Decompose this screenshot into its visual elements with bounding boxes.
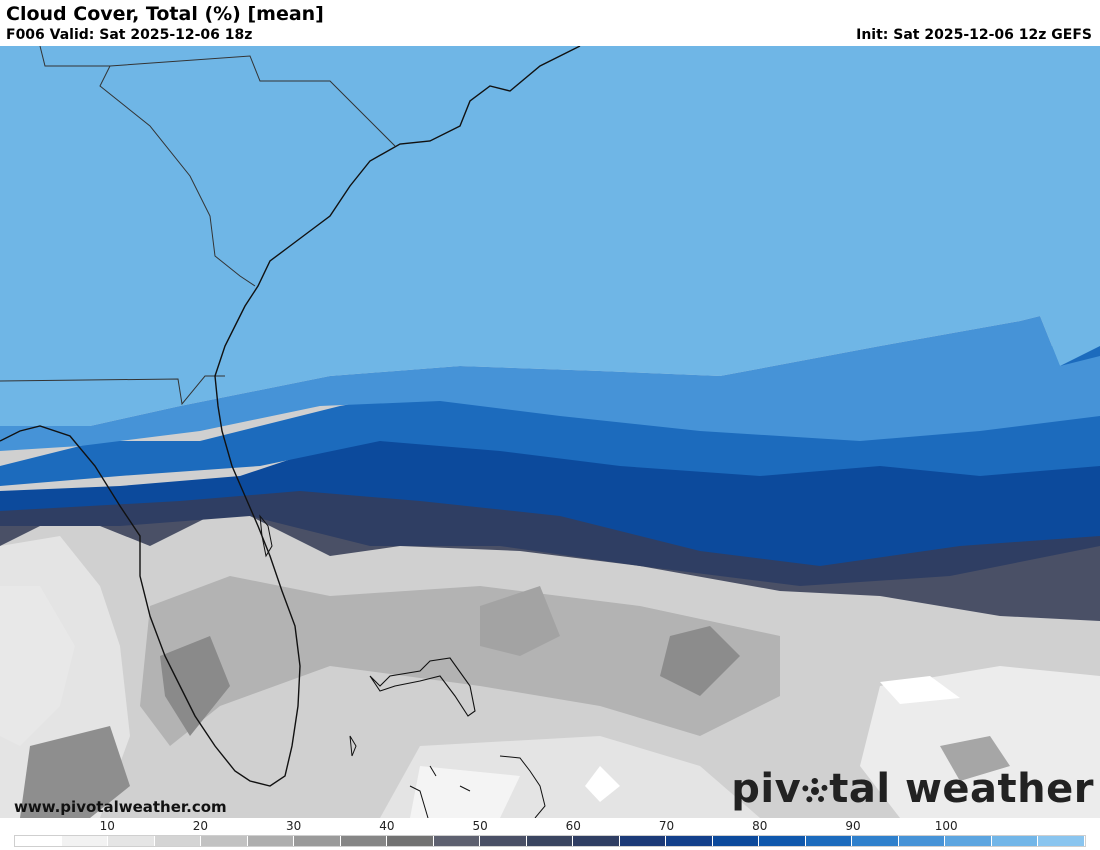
colorbar-swatch bbox=[619, 836, 667, 846]
colorbar-swatch bbox=[480, 836, 527, 846]
colorbar-swatch bbox=[898, 836, 946, 846]
cloud-field-mid-blue-band bbox=[0, 316, 1100, 451]
map-title: Cloud Cover, Total (%) [mean] bbox=[6, 3, 324, 25]
state-border-ga-fl bbox=[0, 375, 225, 406]
colorbar-swatch bbox=[433, 836, 481, 846]
coastline-bahamas-south bbox=[349, 735, 546, 818]
colorbar-tick-label: 30 bbox=[286, 819, 302, 833]
colorbar-tick-label: 90 bbox=[845, 819, 861, 833]
state-border-sc-ga bbox=[39, 46, 256, 287]
coastline-cape-canaveral bbox=[259, 514, 273, 558]
cloud-field-overcast bbox=[0, 46, 1100, 426]
colorbar-swatch bbox=[945, 836, 992, 846]
colorbar-swatch bbox=[201, 836, 248, 846]
colorbar-ticks: 10 20 30 40 50 60 70 80 90 100 bbox=[14, 819, 1086, 835]
colorbar-tick-label: 50 bbox=[472, 819, 488, 833]
colorbar-tick-label: 100 bbox=[934, 819, 958, 833]
colorbar-swatch bbox=[991, 836, 1039, 846]
colorbar-swatch bbox=[666, 836, 713, 846]
colorbar-swatch bbox=[712, 836, 760, 846]
colorbar-tick-label: 40 bbox=[379, 819, 395, 833]
coastline-bahamas-north bbox=[369, 657, 476, 717]
colorbar-swatch bbox=[15, 836, 62, 846]
colorbar-swatch bbox=[154, 836, 202, 846]
cloud-field-clear-south-2 bbox=[410, 766, 520, 818]
gear-icon bbox=[802, 778, 829, 804]
state-border-nc-sc bbox=[109, 55, 396, 147]
cloud-field-patch-3 bbox=[660, 626, 740, 696]
valid-time: F006 Valid: Sat 2025-12-06 18z bbox=[6, 27, 253, 43]
site-url[interactable]: www.pivotalweather.com bbox=[14, 798, 227, 816]
colorbar-tick-label: 80 bbox=[752, 819, 768, 833]
colorbar-swatch bbox=[1038, 836, 1085, 846]
colorbar-swatches bbox=[14, 835, 1086, 847]
colorbar-tick-label: 60 bbox=[565, 819, 581, 833]
colorbar-swatch bbox=[852, 836, 899, 846]
colorbar-tick-label: 20 bbox=[192, 819, 209, 833]
colorbar-swatch bbox=[108, 836, 155, 846]
map-canvas bbox=[0, 46, 1100, 818]
colorbar-swatch bbox=[247, 836, 295, 846]
brand-logo-left: piv bbox=[731, 766, 802, 812]
cloud-field-patch-2 bbox=[20, 726, 130, 818]
colorbar-swatch bbox=[759, 836, 806, 846]
cloud-field-patch-5 bbox=[480, 586, 560, 656]
init-time: Init: Sat 2025-12-06 12z GEFS bbox=[856, 27, 1092, 43]
cloud-field-patch-1 bbox=[160, 636, 230, 736]
colorbar-swatch bbox=[387, 836, 434, 846]
cloud-field-clear-south bbox=[585, 766, 620, 802]
colorbar-legend: 10 20 30 40 50 60 70 80 90 100 bbox=[0, 818, 1100, 850]
colorbar-swatch bbox=[340, 836, 388, 846]
colorbar-swatch bbox=[573, 836, 620, 846]
colorbar-swatch bbox=[294, 836, 341, 846]
colorbar-tick-label: 70 bbox=[658, 819, 675, 833]
colorbar-tick-label: 10 bbox=[99, 819, 115, 833]
colorbar-swatch bbox=[61, 836, 109, 846]
brand-logo: piv tal weather bbox=[731, 766, 1094, 812]
cloud-cover-map[interactable] bbox=[0, 46, 1100, 818]
colorbar-swatch bbox=[805, 836, 853, 846]
colorbar-swatch bbox=[526, 836, 574, 846]
brand-logo-right: tal weather bbox=[829, 766, 1094, 812]
cloud-field-clear-east bbox=[880, 676, 960, 704]
map-header: Cloud Cover, Total (%) [mean] F006 Valid… bbox=[0, 0, 1100, 46]
cloud-field-medium bbox=[140, 576, 780, 746]
coastline-southeast bbox=[0, 46, 581, 787]
cloud-field-patch-4 bbox=[940, 736, 1010, 781]
